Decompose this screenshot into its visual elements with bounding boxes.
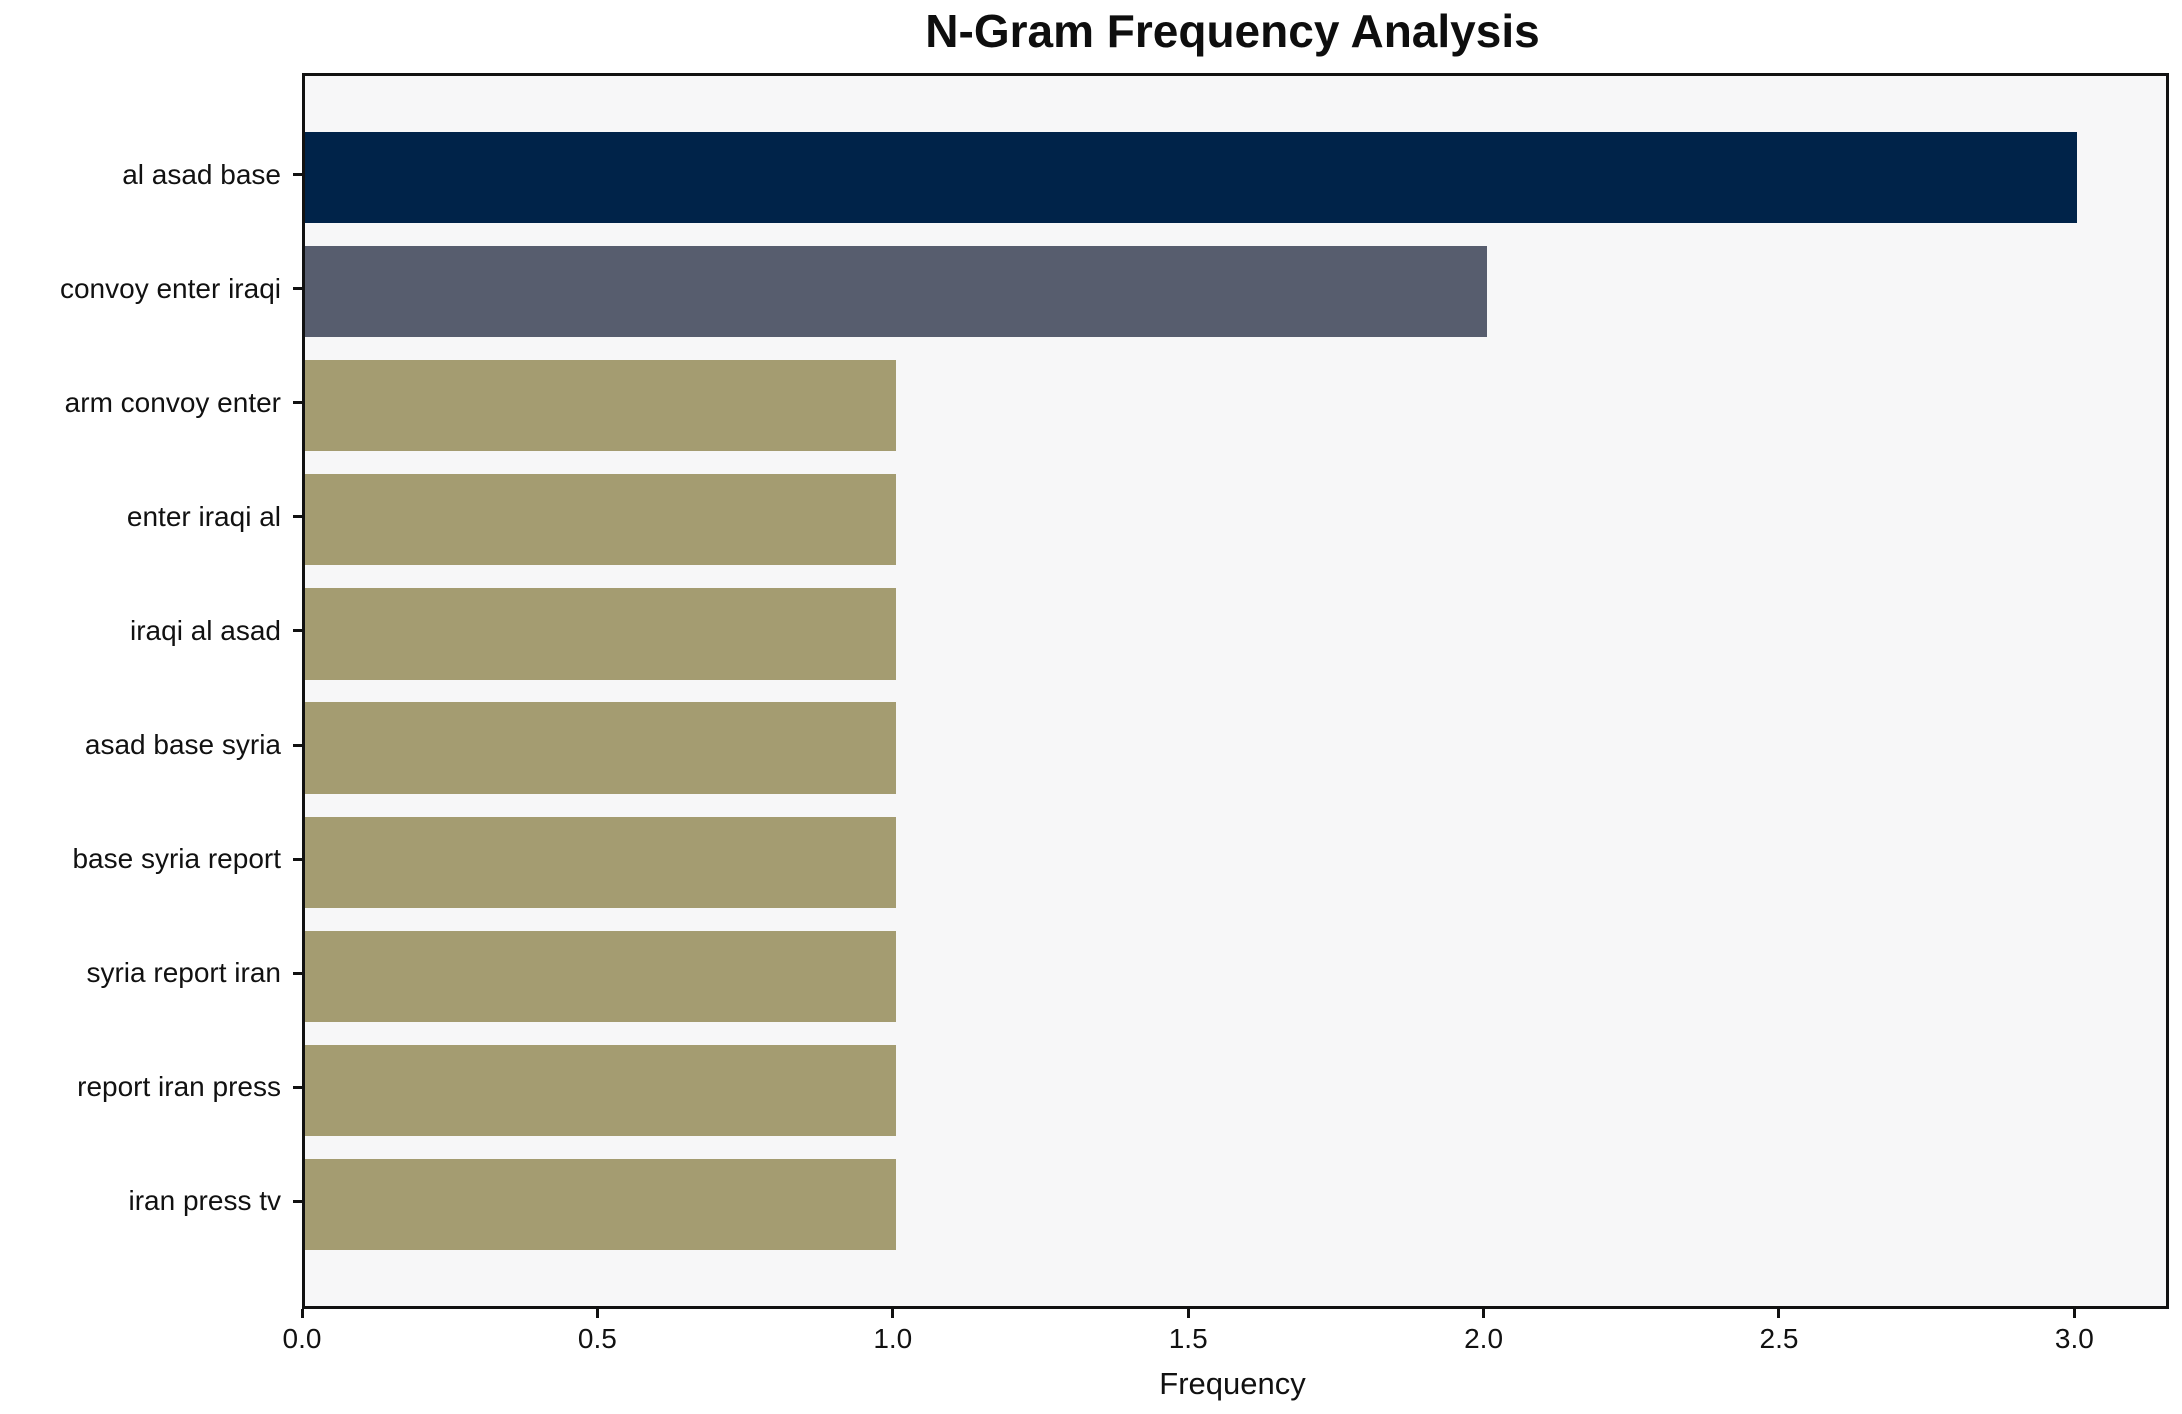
y-tick-mark bbox=[293, 743, 302, 747]
y-tick-mark bbox=[293, 629, 302, 633]
y-tick-mark bbox=[293, 173, 302, 177]
x-tick-label: 1.0 bbox=[873, 1323, 913, 1354]
bar-iran-press-tv bbox=[305, 1158, 896, 1251]
x-tick-mark bbox=[300, 1309, 304, 1318]
x-tick-label: 3.0 bbox=[2054, 1323, 2094, 1354]
y-tick-label: iraqi al asad bbox=[130, 614, 281, 646]
x-tick-mark bbox=[1482, 1309, 1486, 1318]
x-tick-label: 2.5 bbox=[1759, 1323, 1799, 1354]
x-axis-title: Frequency bbox=[1159, 1366, 1306, 1401]
bar-al-asad-base bbox=[305, 131, 2078, 224]
bar-asad-base-syria bbox=[305, 702, 896, 794]
chart-title: N-Gram Frequency Analysis bbox=[925, 5, 1540, 57]
y-tick-mark bbox=[293, 971, 302, 975]
y-tick-mark bbox=[293, 1199, 302, 1203]
bar-convoy-enter-iraqi bbox=[305, 246, 1487, 338]
y-tick-mark bbox=[293, 401, 302, 405]
bar-report-iran-press bbox=[305, 1044, 896, 1136]
y-tick-label: al asad base bbox=[122, 158, 281, 190]
y-tick-label: convoy enter iraqi bbox=[59, 272, 281, 304]
y-tick-label: arm convoy enter bbox=[64, 386, 281, 418]
x-tick-label: 1.5 bbox=[1168, 1323, 1208, 1354]
y-tick-label: iran press tv bbox=[128, 1185, 282, 1217]
y-tick-mark bbox=[293, 1085, 302, 1089]
x-tick-mark bbox=[1777, 1309, 1781, 1318]
x-tick-label: 0.5 bbox=[577, 1323, 617, 1354]
y-tick-mark bbox=[293, 515, 302, 519]
bar-arm-convoy-enter bbox=[305, 360, 896, 452]
y-tick-mark bbox=[293, 857, 302, 861]
plot-area bbox=[302, 73, 2169, 1309]
x-tick-label: 0.0 bbox=[282, 1323, 322, 1354]
y-tick-label: base syria report bbox=[72, 843, 281, 875]
x-tick-mark bbox=[1186, 1309, 1190, 1318]
y-tick-label: syria report iran bbox=[86, 957, 281, 989]
bar-base-syria-report bbox=[305, 816, 896, 908]
x-tick-mark bbox=[891, 1309, 895, 1318]
x-tick-mark bbox=[595, 1309, 599, 1318]
bar-enter-iraqi-al bbox=[305, 474, 896, 566]
y-tick-mark bbox=[293, 287, 302, 291]
x-tick-mark bbox=[2072, 1309, 2076, 1318]
y-tick-label: enter iraqi al bbox=[126, 500, 281, 532]
y-tick-label: asad base syria bbox=[84, 729, 281, 761]
y-tick-label: report iran press bbox=[77, 1071, 281, 1103]
bar-syria-report-iran bbox=[305, 930, 896, 1022]
x-tick-label: 2.0 bbox=[1464, 1323, 1504, 1354]
bar-iraqi-al-asad bbox=[305, 588, 896, 680]
